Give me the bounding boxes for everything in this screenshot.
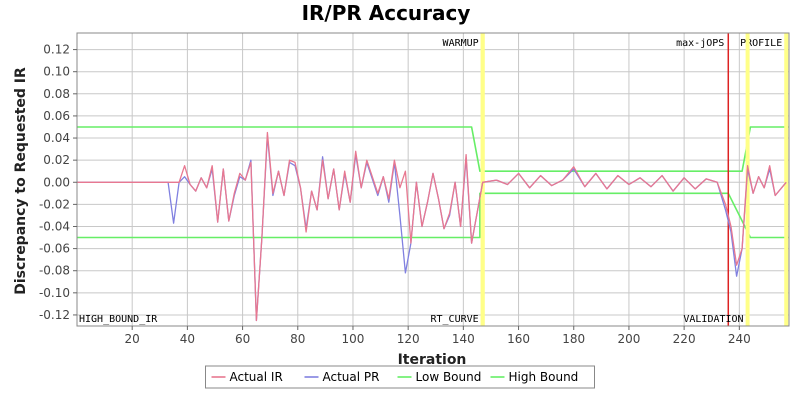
- y-tick-label: 0.10: [43, 65, 70, 79]
- marker-label-profile: PROFILE: [740, 38, 782, 49]
- data-series: [77, 131, 787, 322]
- phase-markers: WARMUP max-jOPS PROFILE RT_CURVE VALIDATION H…: [79, 33, 789, 326]
- y-tick-label: -0.04: [39, 219, 70, 233]
- x-tick-label: 100: [342, 332, 365, 346]
- y-tick-label: 0.06: [43, 109, 70, 123]
- plot-frame: [76, 32, 790, 327]
- marker-label-rt_curve: RT_CURVE: [431, 314, 479, 325]
- y-tick-label: -0.02: [39, 197, 70, 211]
- y-tick-label: -0.12: [39, 308, 70, 322]
- y-axis-ticks: -0.12 -0.10 -0.08 -0.06 -0.04 -0.02 0.00 0.02 0.…: [39, 43, 77, 322]
- y-tick-label: -0.08: [39, 264, 70, 278]
- y-tick-label: -0.06: [39, 242, 70, 256]
- marker-label-warmup: WARMUP: [443, 38, 479, 49]
- legend-item-actual-ir: Actual IR: [230, 370, 283, 384]
- series-line-low-bound: [77, 192, 789, 239]
- series-line-actual-ir: [77, 131, 787, 322]
- legend-item-low-bound: Low Bound: [416, 370, 482, 384]
- plot-area: [77, 33, 789, 326]
- x-tick-label: 240: [728, 332, 751, 346]
- legend: Actual IR Actual PR Low Bound High Bound: [205, 365, 595, 389]
- legend-item-actual-pr: Actual PR: [323, 370, 380, 384]
- plot-border: [76, 32, 790, 327]
- x-tick-label: 140: [452, 332, 475, 346]
- x-tick-label: 180: [562, 332, 585, 346]
- x-tick-label: 80: [290, 332, 305, 346]
- x-axis-label: Iteration: [398, 352, 467, 368]
- grid-lines: [77, 33, 789, 326]
- marker-label-max-jops: max-jOPS: [676, 38, 724, 49]
- x-axis-ticks: 20 40 60 80 100 120 140 160 180 200 220 240: [125, 326, 751, 346]
- y-axis-label: Discrepancy to Requested IR: [13, 67, 29, 295]
- x-tick-label: 120: [397, 332, 420, 346]
- x-tick-label: 60: [235, 332, 250, 346]
- plot-background: [77, 33, 789, 326]
- x-tick-label: 20: [125, 332, 140, 346]
- x-tick-label: 160: [507, 332, 530, 346]
- legend-item-high-bound: High Bound: [509, 370, 579, 384]
- x-tick-label: 40: [180, 332, 195, 346]
- y-tick-label: 0.04: [43, 131, 70, 145]
- y-tick-label: 0.08: [43, 87, 70, 101]
- chart-title: IR/PR Accuracy: [302, 1, 471, 25]
- y-tick-label: -0.10: [39, 286, 70, 300]
- marker-label-validation: VALIDATION: [683, 314, 743, 325]
- x-tick-label: 220: [673, 332, 696, 346]
- y-tick-label: 0.02: [43, 153, 70, 167]
- y-tick-label: 0.00: [43, 175, 70, 189]
- y-tick-label: 0.12: [43, 43, 70, 57]
- corner-label: HIGH_BOUND_IR: [79, 314, 158, 325]
- x-tick-label: 200: [617, 332, 640, 346]
